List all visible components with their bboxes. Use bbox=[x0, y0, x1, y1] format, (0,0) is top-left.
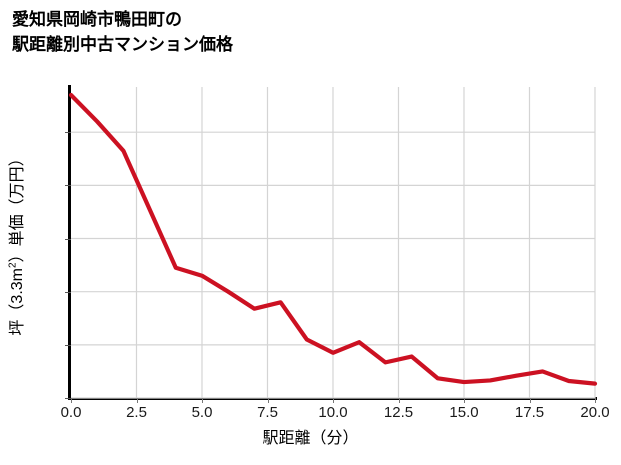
x-axis-tick-mark bbox=[136, 398, 138, 403]
y-axis-label-suffix: ）単価（万円） bbox=[9, 149, 26, 262]
x-axis-tick-mark bbox=[71, 398, 72, 403]
x-axis-tick-label: 7.5 bbox=[257, 404, 278, 421]
x-axis-tick-mark bbox=[595, 398, 596, 403]
y-axis-tick-mark bbox=[65, 398, 71, 399]
x-axis-tick-label: 10.0 bbox=[318, 404, 348, 421]
y-axis-tick-mark bbox=[65, 238, 71, 240]
x-axis-tick-label: 5.0 bbox=[191, 404, 213, 421]
x-axis-tick-label: 2.5 bbox=[126, 404, 147, 421]
x-axis-tick-label: 17.5 bbox=[514, 404, 545, 421]
x-axis-tick-mark bbox=[398, 398, 400, 403]
x-axis-tick-label: 15.0 bbox=[449, 404, 479, 421]
y-axis-tick-mark bbox=[65, 185, 71, 187]
x-axis-label: 駅距離（分） bbox=[262, 430, 359, 447]
y-axis-tick-mark bbox=[65, 344, 71, 346]
x-axis-tick-label: 20.0 bbox=[580, 404, 610, 421]
data-series-layer bbox=[68, 92, 598, 386]
data-line-series bbox=[68, 92, 598, 386]
x-axis-tick-mark bbox=[202, 398, 203, 403]
y-axis-tick-mark bbox=[65, 132, 71, 134]
y-axis-label-prefix: 坪（3.3 bbox=[9, 280, 26, 336]
gridlines-layer bbox=[71, 87, 596, 399]
y-axis-tick-mark bbox=[65, 291, 71, 293]
y-axis-label-container: 坪（3.3m2）単価（万円） bbox=[0, 87, 35, 398]
x-axis-tick-label: 12.5 bbox=[383, 404, 414, 421]
x-axis-tick-mark bbox=[529, 398, 531, 403]
plot-area bbox=[68, 87, 598, 399]
chart-title: 愛知県岡崎市鴨田町の 駅距離別中古マンション価格 bbox=[12, 10, 233, 54]
x-axis-tick-mark bbox=[464, 398, 465, 403]
x-axis-tick-mark bbox=[267, 398, 269, 403]
y-axis-label-unit: m bbox=[9, 267, 26, 281]
x-axis-tick-mark bbox=[333, 398, 334, 403]
y-axis-label-superscript: 2 bbox=[7, 261, 19, 268]
y-axis-label: 坪（3.3m2）単価（万円） bbox=[3, 150, 27, 335]
x-axis-tick-label: 0.0 bbox=[60, 404, 82, 421]
y-axis-spine bbox=[68, 85, 71, 400]
